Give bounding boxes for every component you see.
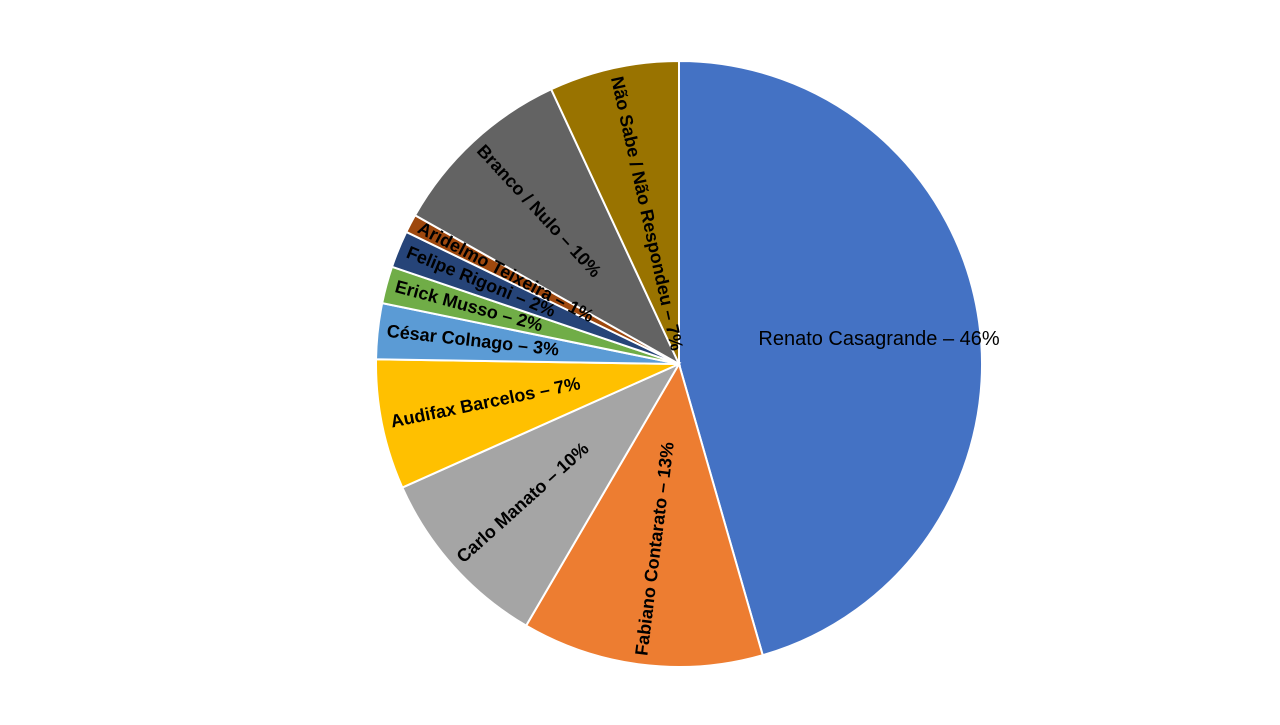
slice-label: Renato Casagrande – 46% bbox=[758, 328, 999, 350]
pie-slice bbox=[524, 361, 764, 668]
slices-layer bbox=[375, 59, 983, 668]
pie-slice bbox=[413, 87, 682, 367]
pie-slice bbox=[401, 361, 682, 627]
pie-slice bbox=[549, 59, 680, 365]
pie-slice bbox=[375, 358, 680, 489]
pie-slice bbox=[678, 59, 983, 657]
